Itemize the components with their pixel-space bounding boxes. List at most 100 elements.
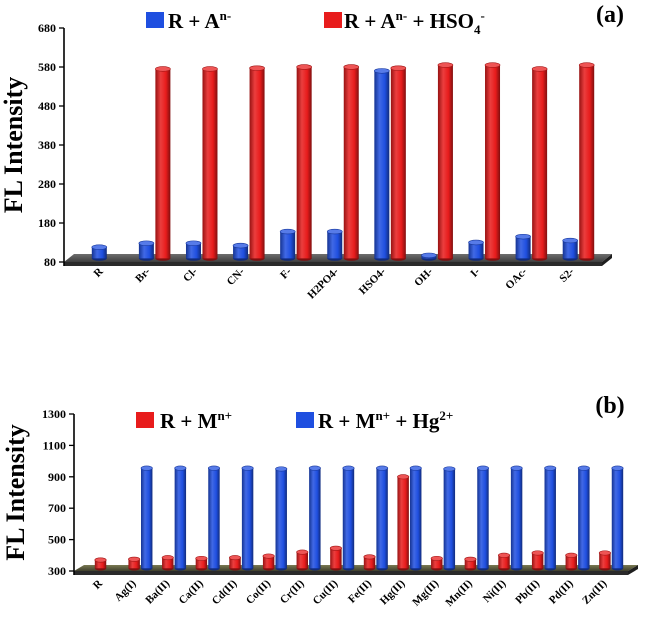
x-tick-label: Cl- bbox=[181, 265, 200, 284]
y-tick-label: 1300 bbox=[42, 407, 66, 421]
bar-1-s1-Ag(I) bbox=[128, 556, 141, 571]
bar-1-s2-Cu(II) bbox=[342, 465, 355, 571]
bar-1-s2-Zn(II) bbox=[611, 465, 624, 571]
legend-label: R + Mn+ bbox=[160, 408, 232, 433]
bar-0-s1-OAc- bbox=[515, 233, 531, 261]
x-tick-label: Fe(II) bbox=[346, 577, 374, 605]
bar-0-s2-HSO4- bbox=[390, 65, 407, 261]
x-tick-label: Ni(II) bbox=[481, 577, 509, 605]
x-tick-label: Hg(II) bbox=[378, 577, 408, 607]
bar-0-s1-HSO4- bbox=[374, 68, 390, 261]
x-tick-label: F- bbox=[278, 265, 294, 281]
bar-1-s1-Fe(II) bbox=[363, 554, 376, 571]
bar-1-s2-Ba(II) bbox=[174, 465, 187, 571]
bar-0-s1-H2PO4- bbox=[326, 228, 343, 261]
bar-1-s1-Ba(II) bbox=[161, 555, 174, 571]
x-tick-label: Pb(II) bbox=[513, 577, 542, 606]
bar-1-s1-Cu(II) bbox=[329, 545, 342, 571]
bar-1-s2-Co(II) bbox=[275, 466, 288, 571]
chart-panel-1: 80 180 280 380 480 580 680 FL Intensity R Br- Cl- C… bbox=[0, 2, 624, 301]
x-tick-label: Mn(II) bbox=[443, 577, 475, 609]
legend-swatch bbox=[324, 12, 342, 28]
x-tick-label: I- bbox=[468, 265, 482, 279]
bar-0-s2-Br- bbox=[155, 66, 171, 261]
bar-1-s2-Hg(II) bbox=[409, 465, 422, 571]
bar-0-s1-I- bbox=[468, 239, 484, 261]
bar-1-s1-Pd(II) bbox=[565, 552, 578, 571]
y-tick-label: 480 bbox=[38, 99, 56, 113]
bar-0-s2-CN- bbox=[249, 65, 265, 261]
bar-1-s1-Ni(II) bbox=[498, 552, 511, 571]
bar-1-s1-Mg(II) bbox=[430, 555, 443, 571]
bar-0-s1-Cl- bbox=[185, 240, 202, 261]
bar-1-s2-Ni(II) bbox=[510, 465, 523, 571]
y-tick-label: 700 bbox=[48, 501, 66, 515]
bar-0-s2-OAc- bbox=[531, 66, 548, 261]
bar-0-s2-S2- bbox=[578, 62, 595, 261]
x-tick-label: Cr(II) bbox=[278, 577, 307, 606]
x-tick-label: Br- bbox=[133, 265, 153, 285]
bar-1-s2-Mn(II) bbox=[476, 465, 489, 571]
bar-1-s1-Mn(II) bbox=[464, 556, 477, 571]
bar-0-s1-S2- bbox=[562, 237, 579, 261]
x-tick-label: Ba(II) bbox=[143, 577, 172, 606]
x-tick-label: R bbox=[92, 265, 107, 280]
legend-label: R + An- + HSO4- bbox=[344, 8, 485, 37]
bar-1-s1-Ca(II) bbox=[195, 555, 208, 571]
y-tick-label: 80 bbox=[44, 255, 56, 269]
x-tick-label: Pd(II) bbox=[547, 577, 576, 606]
x-tick-label: OH- bbox=[412, 265, 435, 288]
bar-1-s2-Mg(II) bbox=[443, 466, 456, 571]
bar-1-s1-Zn(II) bbox=[598, 550, 611, 571]
bar-0-s1-R bbox=[91, 244, 108, 261]
bar-0-s2-I- bbox=[484, 62, 501, 261]
x-tick-label: Zn(II) bbox=[580, 577, 609, 606]
bar-0-s1-OH- bbox=[421, 252, 437, 261]
legend-swatch bbox=[296, 412, 314, 428]
legend-label: R + Mn+ + Hg2+ bbox=[318, 408, 453, 433]
bar-1-s2-Cr(II) bbox=[308, 465, 321, 571]
x-tick-label: R bbox=[91, 577, 106, 592]
bar-0-s2-F- bbox=[296, 64, 312, 261]
legend-swatch bbox=[136, 412, 154, 428]
bar-1-s1-Pb(II) bbox=[531, 550, 544, 571]
bar-1-s2-Fe(II) bbox=[376, 465, 389, 571]
bar-0-s1-F- bbox=[279, 228, 296, 261]
legend: R + Mn+ R + Mn+ + Hg2+ bbox=[136, 408, 453, 433]
x-tick-label: Ag(I) bbox=[112, 577, 138, 603]
bar-1-s2-Ca(II) bbox=[207, 465, 220, 571]
bar-1-s1-Cr(II) bbox=[296, 549, 309, 571]
x-tick-label: H2PO4- bbox=[305, 265, 341, 301]
legend-label: R + An- bbox=[168, 8, 231, 33]
x-tick-label: CN- bbox=[225, 265, 248, 288]
y-tick-label: 900 bbox=[48, 470, 66, 484]
x-tick-label: Ca(II) bbox=[177, 577, 206, 606]
x-tick-label: S2- bbox=[557, 265, 577, 285]
legend-swatch bbox=[146, 12, 164, 28]
bar-0-s1-CN- bbox=[232, 242, 249, 261]
bar-1-s1-Cd(II) bbox=[229, 555, 242, 571]
y-axis-title: FL Intensity bbox=[0, 77, 28, 214]
bar-1-s1-R bbox=[94, 557, 107, 571]
bar-1-s2-Ag(I) bbox=[140, 465, 153, 571]
y-tick-label: 500 bbox=[48, 533, 66, 547]
x-tick-label: OAc- bbox=[503, 265, 529, 291]
bar-1-s2-Pb(II) bbox=[544, 465, 557, 571]
chart-panel-2: 300 500 700 900 1100 1300 FL Intensity R Ag(I) Ba… bbox=[1, 393, 638, 609]
bar-1-s2-Pd(II) bbox=[577, 465, 590, 571]
bar-1-s2-Cd(II) bbox=[241, 465, 254, 571]
y-tick-label: 280 bbox=[38, 177, 56, 191]
y-tick-label: 580 bbox=[38, 60, 56, 74]
panel-label: (b) bbox=[595, 393, 624, 419]
bar-0-s1-Br- bbox=[138, 240, 155, 261]
x-tick-label: HSO4- bbox=[357, 265, 389, 297]
y-tick-label: 380 bbox=[38, 138, 56, 152]
x-tick-label: Cd(II) bbox=[210, 577, 240, 607]
bar-0-s2-Cl- bbox=[202, 66, 218, 261]
legend: R + An- R + An- + HSO4- bbox=[146, 8, 485, 37]
bar-1-s1-Hg(II) bbox=[397, 474, 410, 571]
x-tick-label: Co(II) bbox=[244, 577, 273, 606]
bar-0-s2-OH- bbox=[437, 62, 454, 261]
y-tick-label: 180 bbox=[38, 216, 56, 230]
